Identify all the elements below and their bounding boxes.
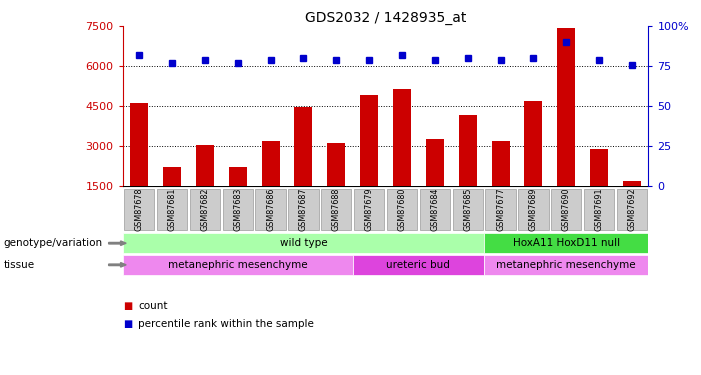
FancyBboxPatch shape xyxy=(354,189,384,230)
FancyBboxPatch shape xyxy=(123,255,353,275)
Bar xyxy=(491,141,510,186)
Title: GDS2032 / 1428935_at: GDS2032 / 1428935_at xyxy=(305,11,466,25)
Bar xyxy=(590,148,608,186)
Text: GSM87690: GSM87690 xyxy=(562,188,571,231)
Bar xyxy=(458,116,477,186)
FancyBboxPatch shape xyxy=(617,189,647,230)
FancyBboxPatch shape xyxy=(288,189,318,230)
FancyBboxPatch shape xyxy=(484,255,648,275)
FancyBboxPatch shape xyxy=(353,255,484,275)
Bar xyxy=(163,167,181,186)
Text: percentile rank within the sample: percentile rank within the sample xyxy=(138,320,314,329)
Text: tissue: tissue xyxy=(4,260,34,270)
FancyBboxPatch shape xyxy=(484,233,648,254)
FancyBboxPatch shape xyxy=(486,189,516,230)
Text: GSM87677: GSM87677 xyxy=(496,188,505,231)
Text: GSM87687: GSM87687 xyxy=(299,188,308,231)
FancyBboxPatch shape xyxy=(123,233,484,254)
Text: metanephric mesenchyme: metanephric mesenchyme xyxy=(168,260,308,270)
Text: genotype/variation: genotype/variation xyxy=(4,238,102,248)
Text: GSM87683: GSM87683 xyxy=(233,188,242,231)
Text: count: count xyxy=(138,301,168,310)
Bar xyxy=(426,139,444,186)
Text: wild type: wild type xyxy=(280,238,327,248)
FancyBboxPatch shape xyxy=(420,189,450,230)
Bar xyxy=(524,101,543,186)
Text: ureteric bud: ureteric bud xyxy=(386,260,450,270)
Text: GSM87678: GSM87678 xyxy=(135,188,144,231)
FancyBboxPatch shape xyxy=(387,189,417,230)
Text: GSM87684: GSM87684 xyxy=(430,188,440,231)
Text: GSM87681: GSM87681 xyxy=(168,188,177,231)
Bar xyxy=(360,95,378,186)
FancyBboxPatch shape xyxy=(551,189,581,230)
Text: GSM87682: GSM87682 xyxy=(200,188,210,231)
Text: GSM87680: GSM87680 xyxy=(397,188,407,231)
FancyBboxPatch shape xyxy=(518,189,549,230)
Bar xyxy=(623,180,641,186)
Text: GSM87691: GSM87691 xyxy=(594,188,604,231)
Text: HoxA11 HoxD11 null: HoxA11 HoxD11 null xyxy=(512,238,620,248)
FancyBboxPatch shape xyxy=(190,189,220,230)
FancyBboxPatch shape xyxy=(157,189,187,230)
Text: GSM87692: GSM87692 xyxy=(627,188,637,231)
FancyBboxPatch shape xyxy=(255,189,286,230)
Bar xyxy=(294,107,313,186)
Text: GSM87689: GSM87689 xyxy=(529,188,538,231)
Text: metanephric mesenchyme: metanephric mesenchyme xyxy=(496,260,636,270)
Bar xyxy=(327,143,346,186)
Text: ■: ■ xyxy=(123,320,132,329)
Bar xyxy=(393,89,411,186)
Text: ■: ■ xyxy=(123,301,132,310)
Bar xyxy=(196,145,214,186)
Bar xyxy=(229,167,247,186)
Text: GSM87679: GSM87679 xyxy=(365,188,374,231)
Text: GSM87685: GSM87685 xyxy=(463,188,472,231)
Text: GSM87688: GSM87688 xyxy=(332,188,341,231)
Bar xyxy=(130,104,148,186)
FancyBboxPatch shape xyxy=(584,189,614,230)
FancyBboxPatch shape xyxy=(321,189,351,230)
FancyBboxPatch shape xyxy=(124,189,154,230)
Bar xyxy=(261,141,280,186)
Text: GSM87686: GSM87686 xyxy=(266,188,275,231)
FancyBboxPatch shape xyxy=(223,189,253,230)
Bar xyxy=(557,28,576,186)
FancyBboxPatch shape xyxy=(453,189,483,230)
